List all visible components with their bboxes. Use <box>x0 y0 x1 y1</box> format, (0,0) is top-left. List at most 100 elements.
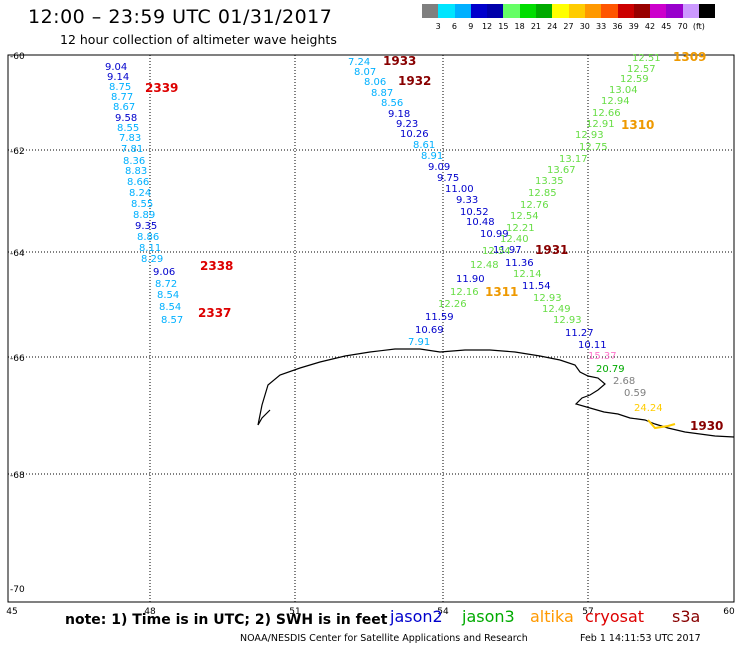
colorbar-cell <box>536 4 553 18</box>
coastline-inlet <box>257 409 271 426</box>
colorbar-label: 33 <box>596 22 607 31</box>
colorbar-cell <box>568 4 585 18</box>
jason2-swh-label: 9.75 <box>437 173 459 184</box>
jason2-swh-label: 11.00 <box>445 184 474 195</box>
colorbar-cell <box>438 4 455 18</box>
jason2-swh-label: 15.37 <box>588 351 617 362</box>
west-track-swh-label: 8.11 <box>139 243 161 254</box>
jason3-swh-label: 12.66 <box>592 108 621 119</box>
jason2-swh-label: 9.09 <box>428 162 450 173</box>
jason3-swh-label: 12.54 <box>510 211 539 222</box>
west-track-swh-label: 8.66 <box>127 177 149 188</box>
colorbar-cell <box>454 4 471 18</box>
jason2-swh-label: 10.26 <box>400 129 429 140</box>
jason2-swh-label: 11.54 <box>522 281 551 292</box>
jason2-swh-label: 20.79 <box>596 364 625 375</box>
colorbar-cell <box>633 4 651 18</box>
jason3-swh-label: 10.69 <box>415 325 444 336</box>
jason2-swh-label: 10.48 <box>466 217 495 228</box>
jason2-swh-label: 24.24 <box>634 403 663 414</box>
colorbar-label: 42 <box>644 22 656 31</box>
jason3-swh-label: 12.76 <box>520 200 549 211</box>
west-track-swh-label: 7.83 <box>119 133 141 144</box>
colorbar-label: 24 <box>547 22 558 31</box>
page-subtitle: 12 hour collection of altimeter wave hei… <box>60 32 337 47</box>
west-track-swh-label: 8.89 <box>133 210 155 221</box>
colorbar-label: 3 <box>435 22 441 31</box>
jason2-swh-label: 10.11 <box>578 340 607 351</box>
jason3-swh-label: 13.67 <box>547 165 576 176</box>
colorbar-label: 45 <box>661 22 672 31</box>
west-track-swh-label: 9.04 <box>105 62 127 73</box>
colorbar-label: 21 <box>530 22 542 31</box>
jason3-time-label: 1309 <box>673 50 706 64</box>
colorbar-cell <box>617 4 634 18</box>
colorbar-label: 30 <box>579 22 590 31</box>
colorbar-cell <box>650 4 667 18</box>
jason3-swh-label: 12.94 <box>601 96 630 107</box>
jason2-swh-label: 8.06 <box>364 77 386 88</box>
west-track-swh-label: 9.35 <box>135 221 157 232</box>
altika-track-segment <box>647 419 676 430</box>
west-track-swh-label: 8.29 <box>141 254 163 265</box>
colorbar-cell <box>519 4 537 18</box>
jason2-swh-label: 9.18 <box>388 109 410 120</box>
jason3-time-label: 1310 <box>621 118 654 132</box>
west-track-swh-label: 9.14 <box>107 72 129 83</box>
west-track-swh-label: 8.54 <box>159 302 181 313</box>
jason2-swh-label: 8.07 <box>354 67 376 78</box>
jason3-swh-label: 12.75 <box>579 142 608 153</box>
colorbar-label: 36 <box>612 22 623 31</box>
jason2-swh-label: 11.97 <box>493 245 522 256</box>
west-track-swh-label: 8.86 <box>137 232 159 243</box>
west-track-swh-label: 8.57 <box>161 315 183 326</box>
west-track-swh-label: 8.67 <box>113 102 135 113</box>
antarctic-coastline <box>257 348 735 438</box>
latitude-label: -60 <box>10 52 25 62</box>
jason2-time-label: 1932 <box>398 74 431 88</box>
jason2-swh-label: 10.52 <box>460 207 489 218</box>
latitude-label: -66 <box>10 354 25 364</box>
colorbar-label: 27 <box>563 22 574 31</box>
jason3-swh-label: 12.59 <box>620 74 649 85</box>
latitude-label: -64 <box>10 249 25 259</box>
colorbar-label: 39 <box>628 22 639 31</box>
west-track-swh-label: 8.77 <box>111 92 133 103</box>
colorbar-label: 70 <box>677 22 688 31</box>
west-track-swh-label: 8.72 <box>155 279 177 290</box>
longitude-label: 48 <box>144 607 156 617</box>
jason3-swh-label: 12.21 <box>506 223 535 234</box>
jason3-swh-label: 12.48 <box>470 260 499 271</box>
longitude-label: 54 <box>437 607 449 617</box>
jason3-swh-label: 12.40 <box>500 234 529 245</box>
jason2-swh-label: 8.61 <box>413 140 435 151</box>
west-track-swh-label: 8.24 <box>129 188 151 199</box>
west-track-time-label: 2337 <box>198 306 231 320</box>
jason2-swh-label: 0.59 <box>624 388 646 399</box>
longitude-label: 51 <box>289 607 300 617</box>
longitude-label: 45 <box>6 607 17 617</box>
jason2-time-label: 1931 <box>535 243 568 257</box>
footer-credit: NOAA/NESDIS Center for Satellite Applica… <box>240 633 528 644</box>
west-track-swh-label: 8.83 <box>125 166 147 177</box>
west-track-swh-label: 9.58 <box>115 113 137 124</box>
colorbar-cell <box>552 4 569 18</box>
jason3-swh-label: 12.54 <box>482 246 511 257</box>
jason2-swh-label: 2.68 <box>613 376 635 387</box>
colorbar-label: 6 <box>451 22 457 31</box>
jason2-swh-label: 9.33 <box>456 195 478 206</box>
west-track-time-label: 2339 <box>145 81 178 95</box>
jason2-time-label: 1933 <box>383 54 416 68</box>
mission-s3a: s3a <box>672 607 701 626</box>
colorbar-label: 12 <box>481 22 493 31</box>
west-track-time-label: 2338 <box>200 259 233 273</box>
longitude-label: 60 <box>723 607 735 617</box>
legend-note: note: 1) Time is in UTC; 2) SWH is in fe… <box>65 612 388 628</box>
jason3-swh-label: 11.90 <box>456 274 485 285</box>
latitude-label: -68 <box>10 471 25 481</box>
jason2-swh-label: 10.99 <box>480 229 509 240</box>
color-scale-labels: 3 6 9 12 15 18 21 24 27 30 33 36 39 42 45 70 (ft) <box>430 22 707 31</box>
jason3-swh-label: 12.16 <box>450 287 479 298</box>
latitude-label: -62 <box>10 147 25 157</box>
mission-jason3: jason3 <box>462 607 515 626</box>
